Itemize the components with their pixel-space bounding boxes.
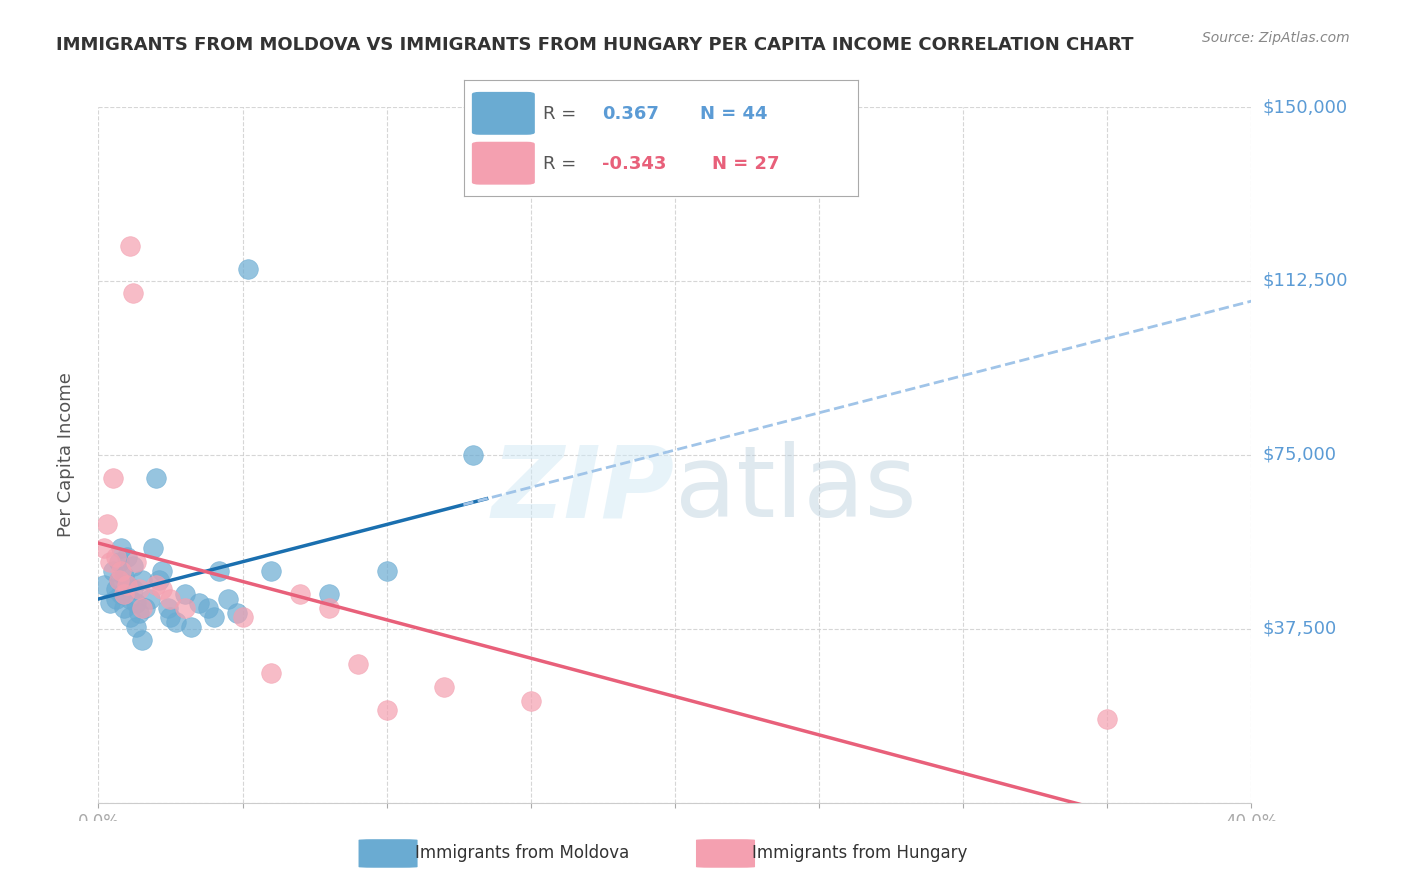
Point: [93, 578, 115, 592]
Text: R =: R =: [543, 155, 576, 173]
Point: [197, 601, 219, 615]
Point: [375, 564, 398, 578]
Point: [125, 596, 148, 610]
Point: [122, 582, 145, 597]
Point: [260, 564, 283, 578]
Point: [461, 448, 484, 462]
Point: [1097, 712, 1119, 726]
Point: [174, 601, 197, 615]
Point: [96, 517, 118, 532]
Point: [208, 564, 231, 578]
Point: [180, 619, 202, 633]
Point: [290, 587, 312, 601]
Point: [98, 555, 121, 569]
FancyBboxPatch shape: [472, 92, 534, 135]
Point: [520, 694, 543, 708]
Point: [101, 564, 124, 578]
Point: [231, 610, 254, 624]
Point: [145, 471, 167, 485]
Point: [375, 703, 398, 717]
Point: [112, 601, 135, 615]
Text: 0.367: 0.367: [602, 105, 658, 123]
Point: [125, 555, 148, 569]
Point: [107, 555, 129, 569]
Point: [433, 680, 456, 694]
FancyBboxPatch shape: [696, 839, 755, 868]
Point: [131, 601, 153, 615]
Point: [104, 582, 127, 597]
Point: [131, 573, 153, 587]
FancyBboxPatch shape: [472, 142, 534, 185]
Point: [104, 591, 127, 606]
Text: $112,500: $112,500: [1263, 272, 1348, 290]
Text: atlas: atlas: [675, 442, 917, 538]
Point: [134, 601, 156, 615]
Point: [150, 582, 173, 597]
Text: Immigrants from Hungary: Immigrants from Hungary: [752, 845, 967, 863]
Point: [128, 606, 150, 620]
Point: [110, 587, 132, 601]
Point: [101, 471, 124, 485]
Text: $75,000: $75,000: [1263, 446, 1337, 464]
Point: [188, 596, 211, 610]
Point: [107, 573, 129, 587]
Text: -0.343: -0.343: [602, 155, 666, 173]
Point: [318, 587, 340, 601]
Point: [148, 573, 170, 587]
Point: [159, 591, 181, 606]
Point: [174, 587, 197, 601]
Text: IMMIGRANTS FROM MOLDOVA VS IMMIGRANTS FROM HUNGARY PER CAPITA INCOME CORRELATION: IMMIGRANTS FROM MOLDOVA VS IMMIGRANTS FR…: [56, 36, 1133, 54]
Text: N = 44: N = 44: [700, 105, 768, 123]
Y-axis label: Per Capita Income: Per Capita Income: [56, 373, 75, 537]
Point: [98, 596, 121, 610]
Point: [318, 601, 340, 615]
Point: [225, 606, 247, 620]
Point: [346, 657, 368, 671]
Text: R =: R =: [543, 105, 576, 123]
Text: Immigrants from Moldova: Immigrants from Moldova: [415, 845, 628, 863]
Point: [93, 541, 115, 555]
Point: [260, 665, 283, 680]
Text: $150,000: $150,000: [1263, 98, 1348, 116]
Point: [217, 591, 239, 606]
Text: Source: ZipAtlas.com: Source: ZipAtlas.com: [1202, 31, 1350, 45]
Point: [150, 564, 173, 578]
Point: [122, 285, 145, 300]
Point: [139, 591, 162, 606]
Point: [110, 564, 132, 578]
Point: [117, 578, 138, 592]
Point: [202, 610, 225, 624]
Point: [165, 615, 187, 629]
Point: [117, 578, 138, 592]
FancyBboxPatch shape: [359, 839, 418, 868]
Point: [156, 601, 179, 615]
Point: [142, 541, 165, 555]
Point: [238, 262, 260, 277]
Point: [122, 559, 145, 574]
Point: [120, 239, 142, 253]
Text: N = 27: N = 27: [711, 155, 779, 173]
Point: [125, 619, 148, 633]
Point: [159, 610, 181, 624]
Point: [117, 549, 138, 564]
Text: ZIP: ZIP: [492, 442, 675, 538]
Point: [120, 610, 142, 624]
Point: [112, 587, 135, 601]
Point: [104, 549, 127, 564]
Point: [128, 582, 150, 597]
Point: [145, 578, 167, 592]
Text: $37,500: $37,500: [1263, 620, 1337, 638]
Point: [107, 573, 129, 587]
Point: [120, 591, 142, 606]
Point: [110, 541, 132, 555]
Point: [131, 633, 153, 648]
Point: [112, 568, 135, 582]
